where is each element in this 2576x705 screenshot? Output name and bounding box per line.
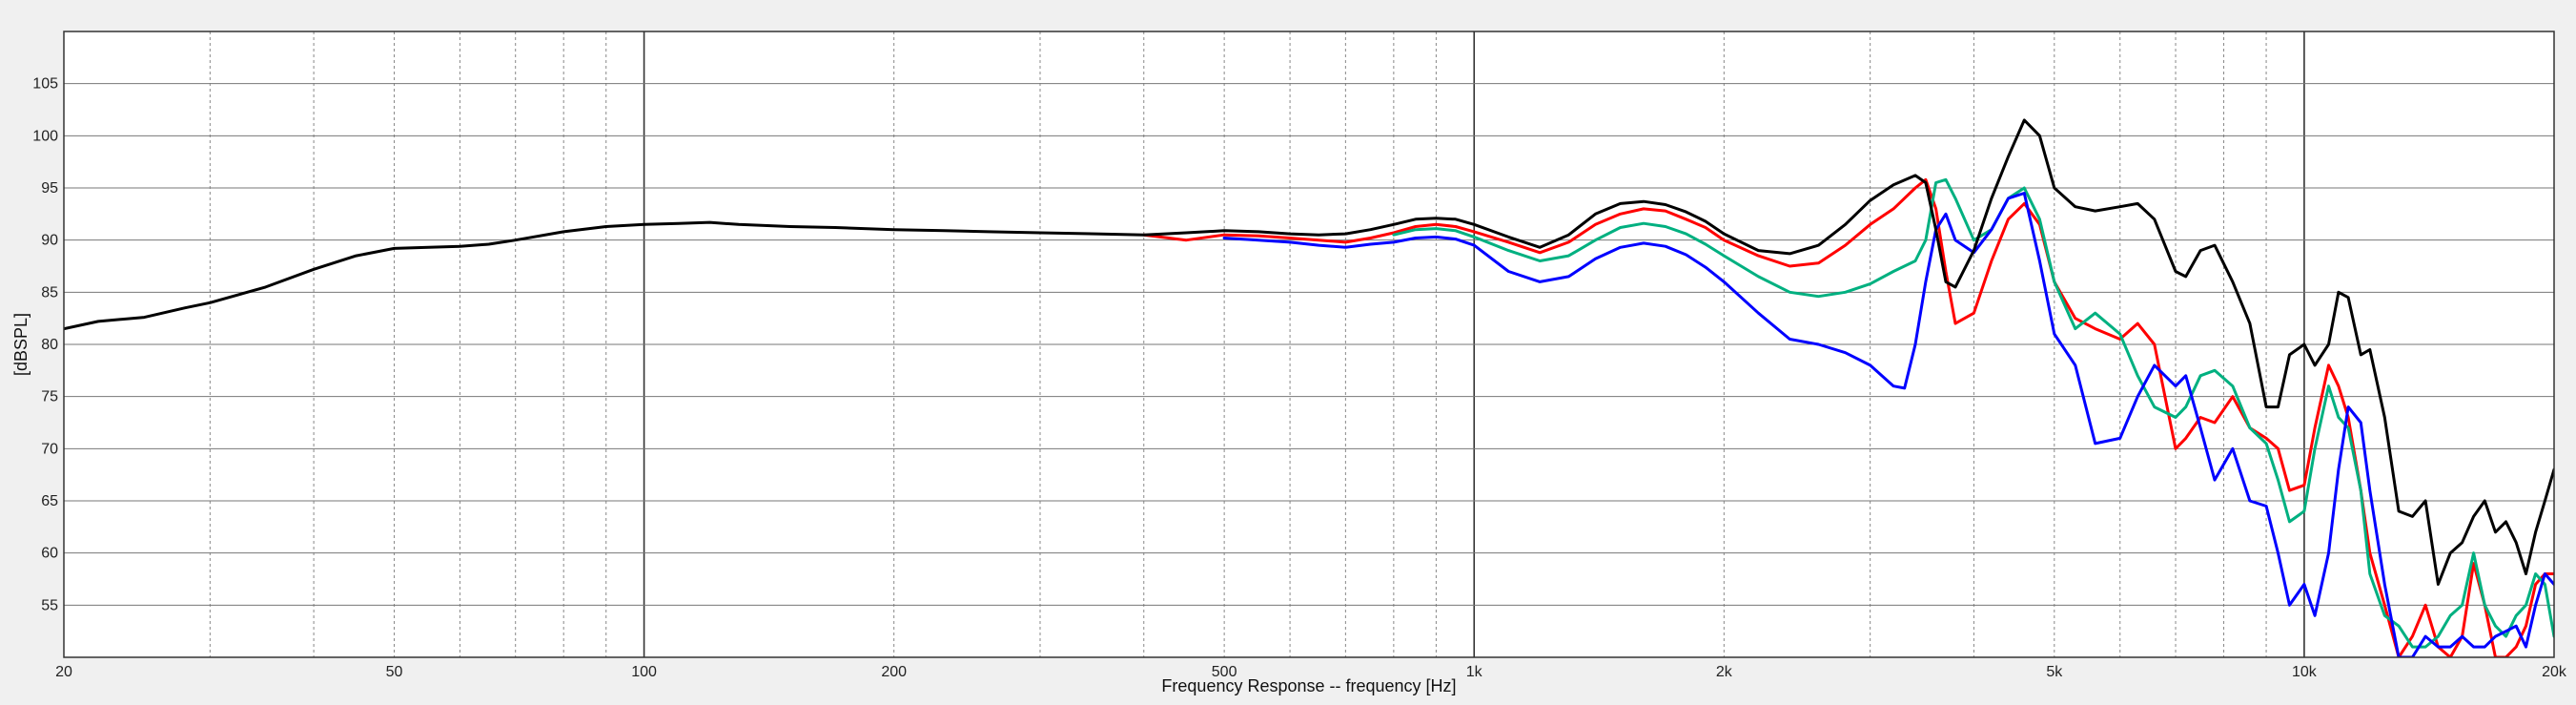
y-tick-label: 55 (41, 597, 58, 613)
x-tick-label: 500 (1212, 664, 1237, 680)
x-tick-label: 1k (1466, 664, 1483, 680)
y-tick-label: 105 (32, 76, 58, 93)
y-tick-label: 70 (41, 441, 58, 457)
x-tick-label: 2k (1716, 664, 1733, 680)
series-line-0 (64, 118, 2554, 586)
series-group (64, 118, 2554, 657)
y-tick-label: 85 (41, 284, 58, 301)
series-line-2 (1392, 177, 2554, 649)
series-line-3 (1222, 192, 2554, 657)
x-tick-label: 10k (2292, 664, 2318, 680)
y-tick-label: 65 (41, 493, 58, 509)
y-tick-label: 95 (41, 180, 58, 197)
x-axis-title: Frequency Response -- frequency [Hz] (1161, 676, 1456, 695)
x-tick-label: 20k (2542, 664, 2567, 680)
y-tick-label: 75 (41, 389, 58, 405)
x-tick-label: 200 (881, 664, 907, 680)
y-tick-label: 90 (41, 233, 58, 249)
x-tick-labels: 20 50 100 200 500 1k 2k 5k 10k 20k (55, 664, 2567, 680)
x-tick-label: 100 (631, 664, 657, 680)
y-tick-label: 100 (32, 128, 58, 144)
x-tick-label: 20 (55, 664, 72, 680)
x-tick-label: 5k (2046, 664, 2063, 680)
y-tick-labels: 55 60 65 70 75 80 85 90 95 100 105 (32, 76, 58, 614)
y-tick-label: 80 (41, 337, 58, 353)
y-axis-title: [dBSPL] (11, 313, 31, 376)
plot-frame (63, 31, 2555, 658)
y-tick-label: 60 (41, 546, 58, 562)
x-tick-label: 50 (386, 664, 403, 680)
